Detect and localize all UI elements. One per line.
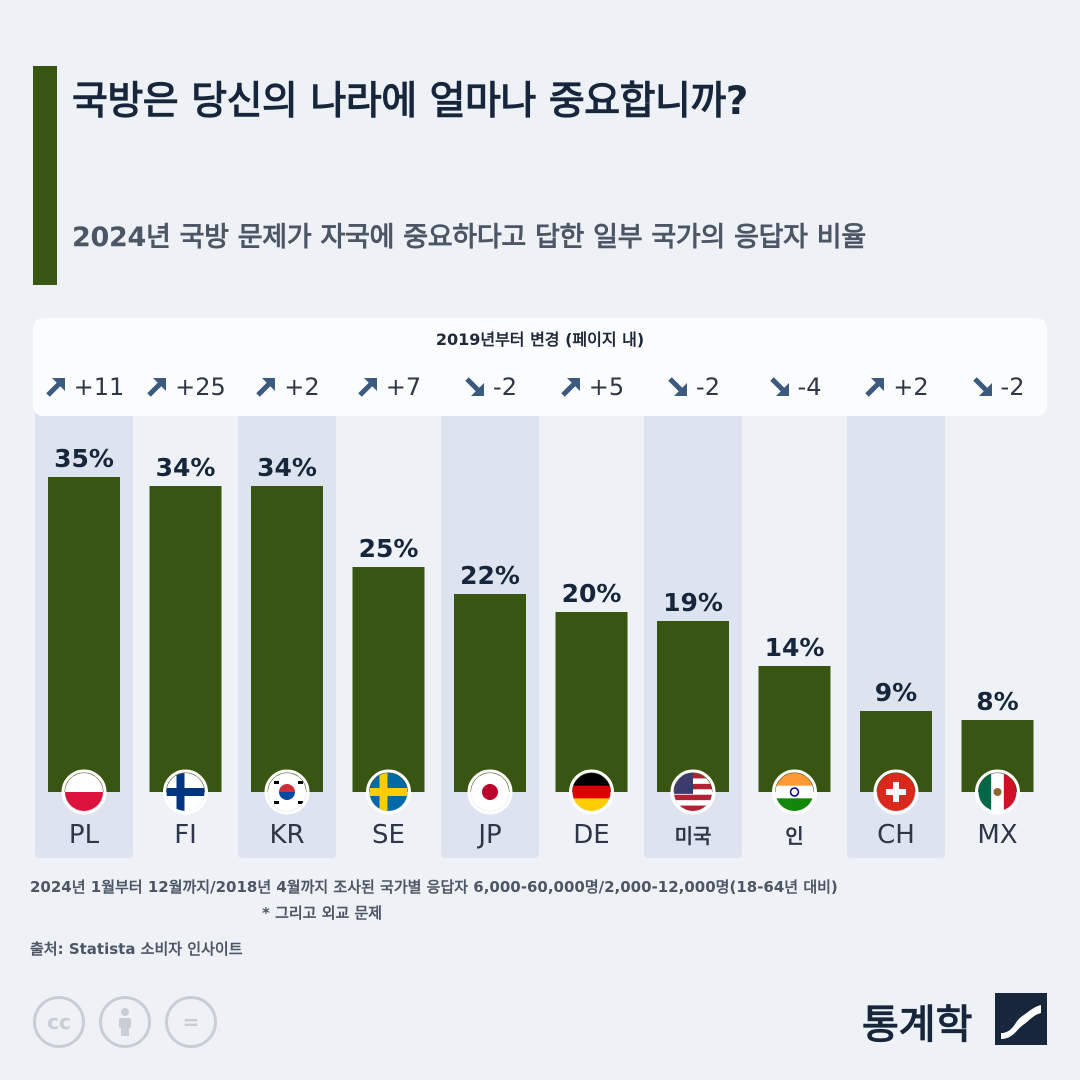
data-label: 20%	[562, 579, 622, 608]
chart-title: 국방은 당신의 나라에 얼마나 중요합니까?	[72, 79, 748, 124]
india-flag-icon	[772, 769, 817, 815]
bar	[149, 486, 222, 792]
data-label: 35%	[54, 444, 114, 473]
change-indicator: -2	[947, 372, 1049, 402]
arrow-down-right-icon	[463, 375, 487, 399]
arrow-up-right-icon	[559, 375, 583, 399]
usa-flag-icon	[670, 769, 716, 815]
data-label: 19%	[663, 588, 723, 617]
data-label: 34%	[257, 453, 317, 482]
data-label: 25%	[359, 534, 419, 563]
category-label: FI	[174, 820, 197, 850]
poland-flag-icon	[61, 769, 107, 815]
arrow-up-right-icon	[254, 375, 278, 399]
title-accent-bar	[33, 66, 57, 285]
category-label: 미국	[675, 824, 712, 848]
change-indicator: +2	[845, 372, 947, 402]
data-label: 9%	[875, 678, 917, 707]
bar	[251, 486, 323, 792]
change-value: -2	[493, 373, 517, 401]
footnote: 2024년 1월부터 12월까지/2018년 4월까지 조사된 국가별 응답자 …	[30, 878, 838, 896]
license-icons: cc =	[33, 996, 217, 1048]
category-label: CH	[877, 820, 915, 850]
japan-flag-icon	[467, 769, 513, 815]
change-value: +2	[284, 373, 320, 401]
brand-logo-icon	[995, 993, 1047, 1045]
change-header: 2019년부터 변경 (페이지 내)	[435, 330, 645, 349]
change-indicator: +11	[33, 372, 135, 402]
mexico-flag-icon	[975, 769, 1020, 815]
category-label: KR	[269, 820, 304, 850]
bar	[555, 612, 628, 792]
category-label: DE	[573, 820, 609, 850]
germany-flag-icon	[569, 769, 614, 815]
change-indicator: +2	[236, 372, 338, 402]
data-label: 8%	[976, 687, 1018, 716]
change-value: +25	[175, 373, 226, 401]
arrow-down-right-icon	[666, 375, 690, 399]
source-text: 출처: Statista 소비자 인사이트	[30, 940, 243, 958]
change-indicator: +5	[541, 372, 643, 402]
category-label: JP	[476, 820, 501, 850]
bar	[352, 567, 425, 792]
change-indicator: -2	[642, 372, 744, 402]
south-korea-flag-icon	[264, 769, 310, 815]
change-indicator: -2	[439, 372, 541, 402]
category-label: PL	[69, 820, 100, 850]
data-label: 34%	[156, 453, 216, 482]
change-value: +11	[73, 373, 125, 401]
brand-name: 통계학	[862, 1002, 973, 1048]
attribution-icon[interactable]	[99, 996, 151, 1048]
change-value: -4	[797, 373, 822, 401]
bar	[657, 621, 729, 792]
category-label: SE	[372, 820, 405, 850]
change-value: -2	[1000, 373, 1025, 401]
no-derivatives-icon[interactable]: =	[165, 996, 217, 1048]
change-value: +2	[893, 373, 929, 401]
change-indicator: -4	[744, 372, 846, 402]
arrow-up-right-icon	[863, 375, 887, 399]
cc-icon[interactable]: cc	[33, 996, 85, 1048]
change-value: +7	[385, 373, 422, 401]
change-panel	[33, 318, 1047, 416]
category-label: 인	[785, 824, 803, 848]
arrow-up-right-icon	[356, 375, 380, 399]
data-label: 22%	[460, 561, 520, 590]
arrow-up-right-icon	[44, 375, 68, 399]
switzerland-flag-icon	[873, 769, 919, 815]
chart-subtitle: 2024년 국방 문제가 자국에 중요하다고 답한 일부 국가의 응답자 비율	[72, 222, 866, 253]
bar	[454, 594, 526, 792]
sweden-flag-icon	[366, 769, 411, 815]
data-label: 14%	[765, 633, 825, 662]
arrow-down-right-icon	[768, 375, 792, 399]
footnote-note: * 그리고 외교 문제	[262, 904, 383, 922]
category-label: MX	[977, 820, 1017, 850]
change-value: -2	[696, 373, 720, 401]
arrow-down-right-icon	[971, 375, 995, 399]
change-value: +5	[588, 373, 625, 401]
arrow-up-right-icon	[145, 375, 169, 399]
change-indicator: +25	[135, 372, 237, 402]
bar	[48, 477, 120, 792]
change-indicator: +7	[338, 372, 440, 402]
finland-flag-icon	[163, 769, 208, 815]
